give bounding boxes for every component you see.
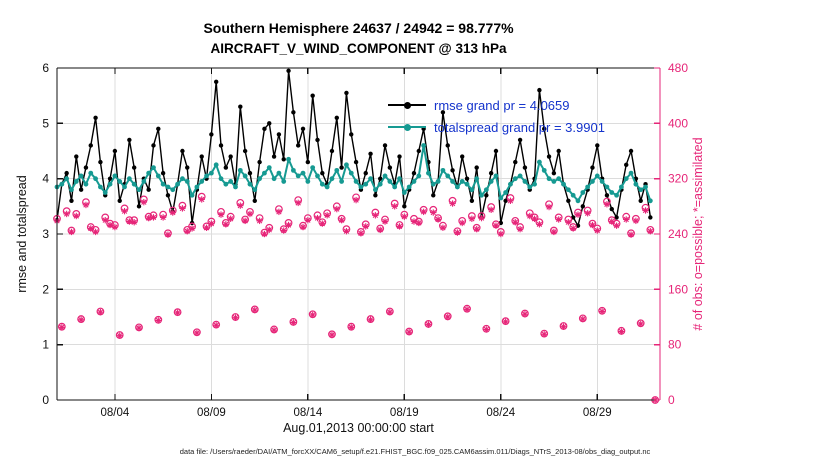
svg-text:08/04: 08/04 xyxy=(100,407,129,419)
svg-text:08/09: 08/09 xyxy=(197,407,226,419)
svg-text:80: 80 xyxy=(668,338,682,352)
legend-label-totalspread: totalspread grand pr = 3.9901 xyxy=(434,119,605,135)
svg-text:0: 0 xyxy=(668,393,675,407)
chart-subtitle: AIRCRAFT_V_WIND_COMPONENT @ 313 hPa xyxy=(210,41,507,56)
x-axis-label: Aug.01,2013 00:00:00 start xyxy=(283,421,434,435)
legend-item-rmse: rmse grand pr = 4.0659 xyxy=(388,94,605,116)
svg-text:480: 480 xyxy=(668,61,688,75)
svg-text:160: 160 xyxy=(668,282,688,296)
svg-text:5: 5 xyxy=(42,116,49,130)
y-axis-label-left: rmse and totalspread xyxy=(15,175,29,293)
svg-text:08/14: 08/14 xyxy=(293,407,322,419)
svg-text:320: 320 xyxy=(668,172,688,186)
chart-title: Southern Hemisphere 24637 / 24942 = 98.7… xyxy=(203,20,514,36)
svg-text:3: 3 xyxy=(42,227,49,241)
svg-text:400: 400 xyxy=(668,116,688,130)
svg-text:6: 6 xyxy=(42,61,49,75)
rmse-line-swatch xyxy=(388,101,426,109)
chart-legend: rmse grand pr = 4.0659 totalspread grand… xyxy=(388,94,605,138)
data-file-caption: data file: /Users/raeder/DAI/ATM_forcXX/… xyxy=(179,447,651,456)
legend-label-rmse: rmse grand pr = 4.0659 xyxy=(434,97,570,113)
svg-text:240: 240 xyxy=(668,227,688,241)
svg-text:08/29: 08/29 xyxy=(583,407,612,419)
svg-text:2: 2 xyxy=(42,282,49,296)
totalspread-line-swatch xyxy=(388,123,426,131)
y-axis-label-right: # of obs: o=possible; *=assimilated xyxy=(691,137,705,331)
svg-text:0: 0 xyxy=(42,393,49,407)
svg-text:1: 1 xyxy=(42,338,49,352)
svg-text:08/19: 08/19 xyxy=(390,407,419,419)
svg-text:08/24: 08/24 xyxy=(486,407,515,419)
legend-item-totalspread: totalspread grand pr = 3.9901 xyxy=(388,116,605,138)
svg-text:4: 4 xyxy=(42,172,49,186)
